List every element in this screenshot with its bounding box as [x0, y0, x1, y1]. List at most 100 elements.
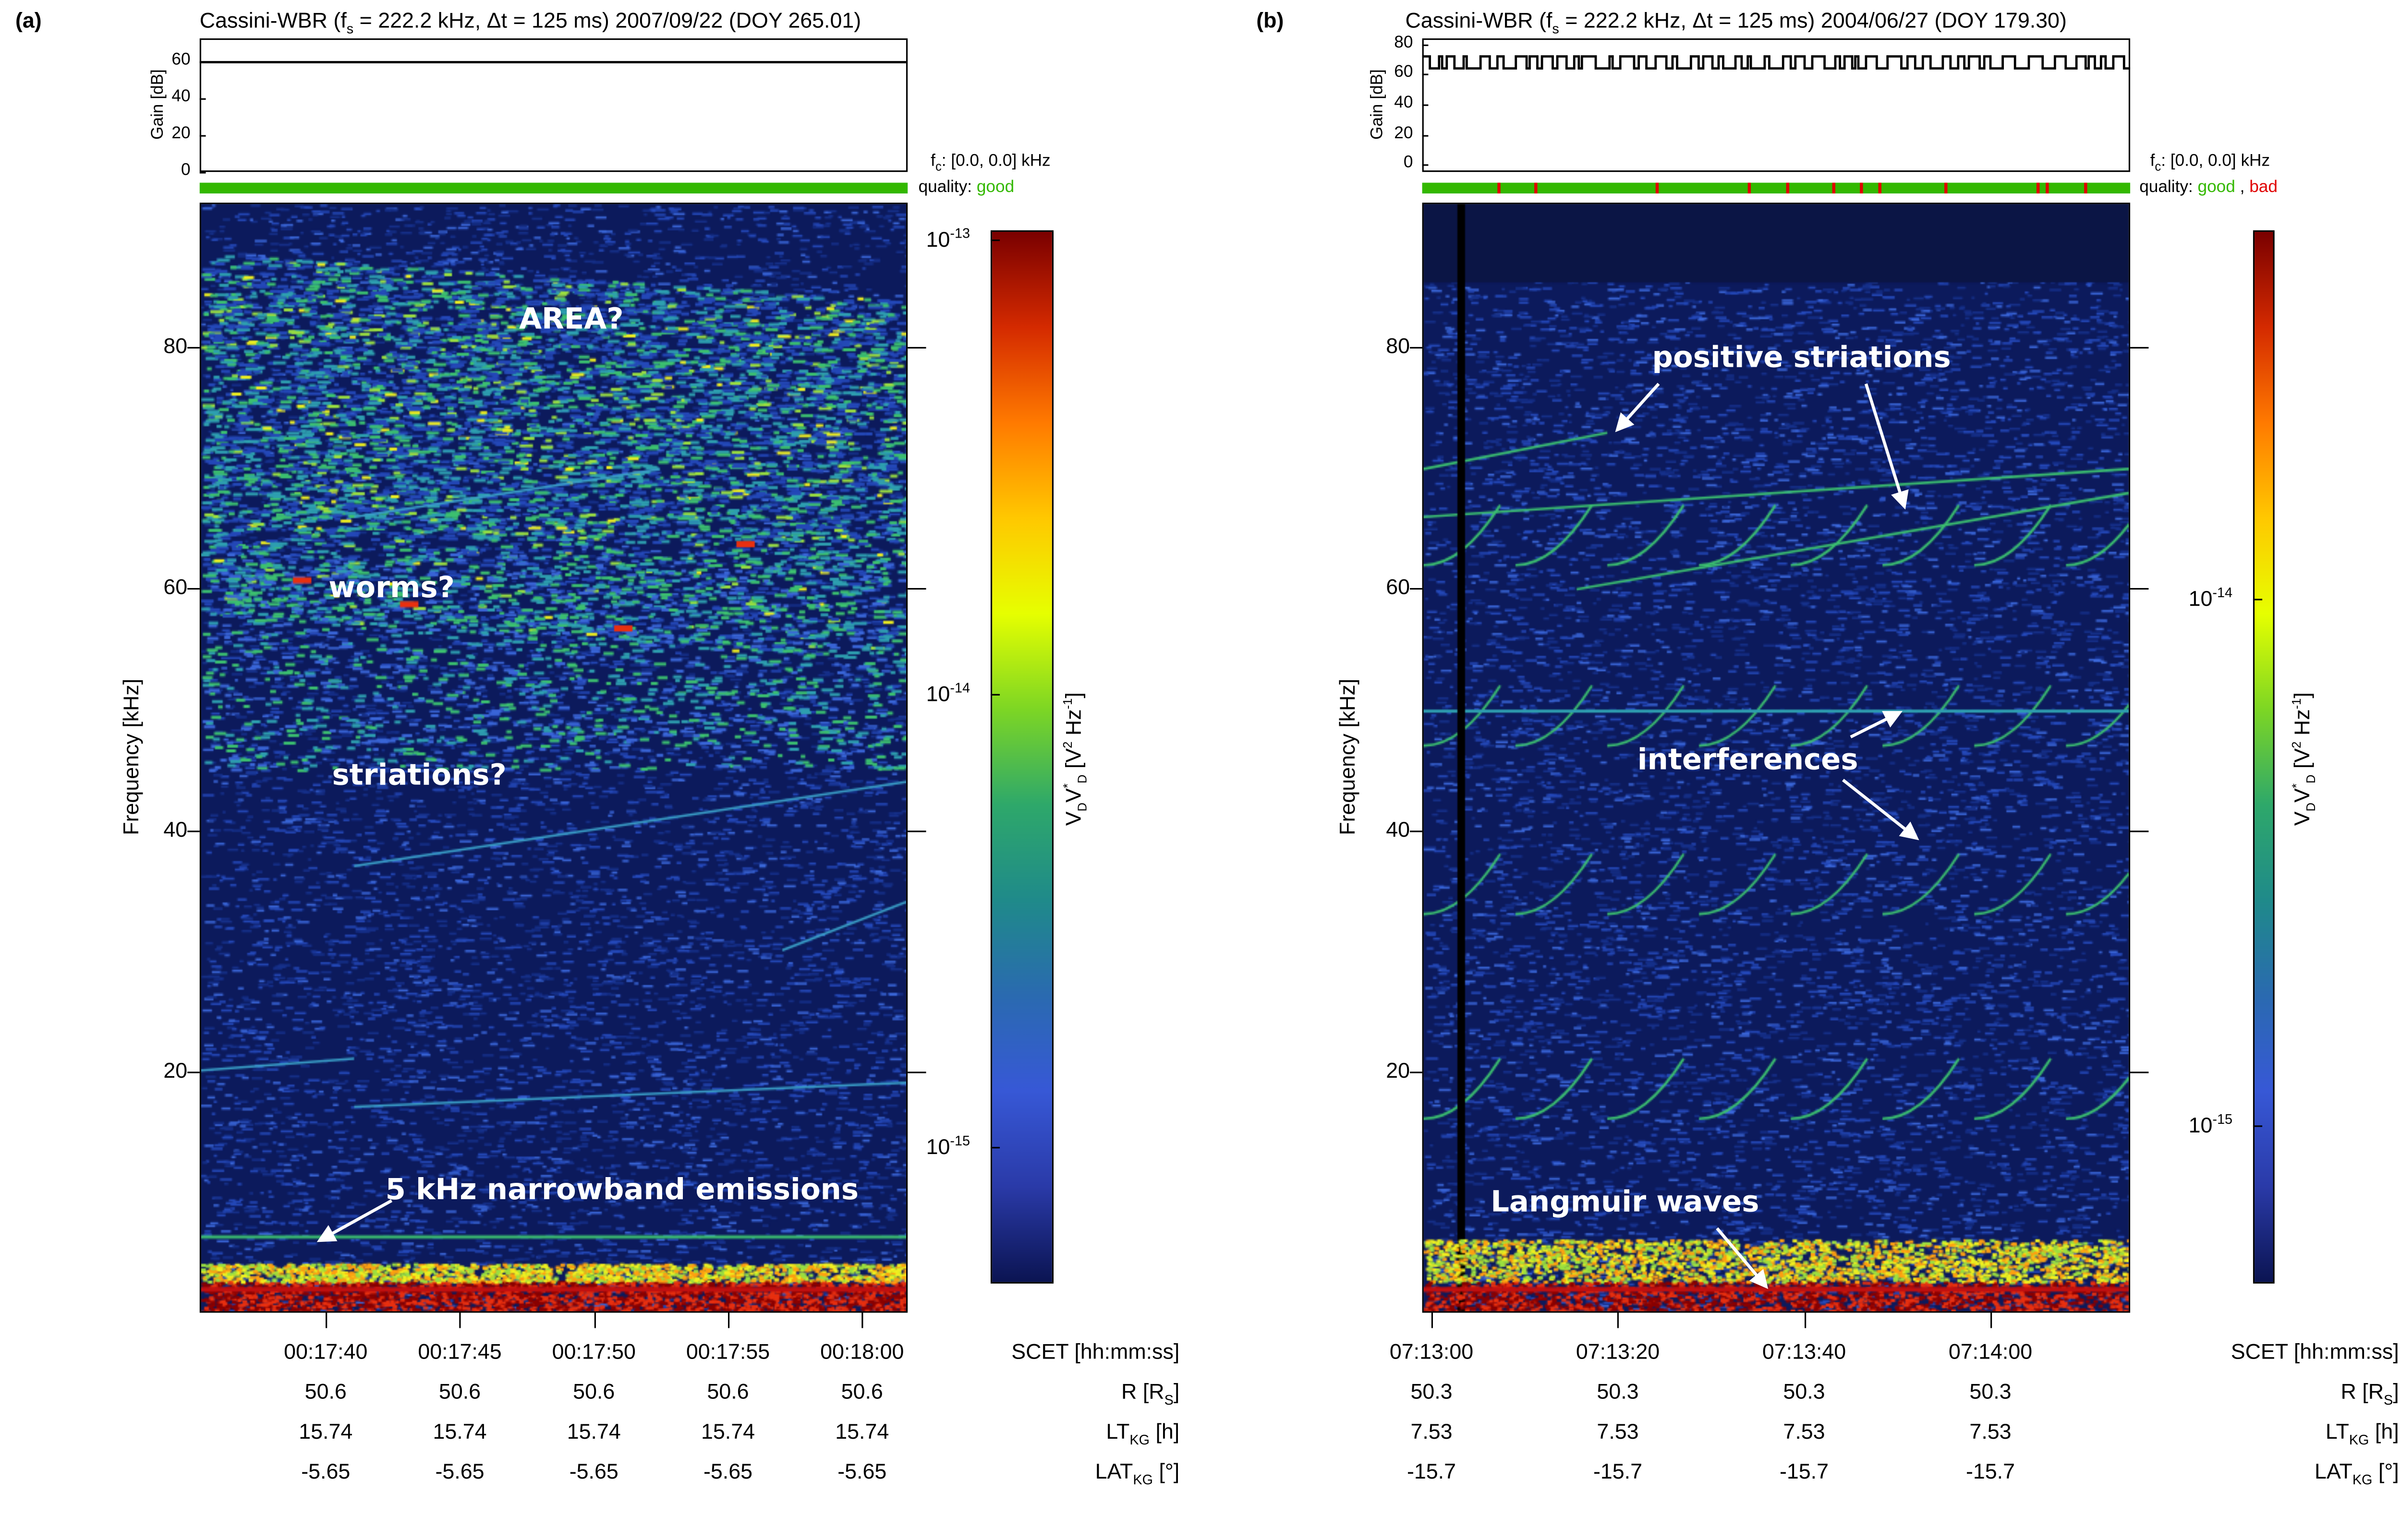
- quality-bad: bad: [2249, 178, 2278, 197]
- colorbar-tick-label: 10-13: [926, 226, 970, 251]
- row-value: 15.74: [835, 1419, 889, 1444]
- gain-plot: [199, 38, 908, 172]
- tick-base: 10: [926, 226, 950, 252]
- arrow-langmuir: [1716, 1227, 1769, 1289]
- time-tick-label: 07:13:20: [1576, 1338, 1660, 1364]
- quality-bad-mark: [1943, 182, 1947, 193]
- tick-exponent: -15: [950, 1133, 970, 1149]
- tick-exponent: -15: [2212, 1111, 2233, 1127]
- frequency-tick-label: 80: [163, 333, 188, 359]
- gain-tick-label: 40: [1394, 94, 1413, 112]
- gain-line: [1422, 55, 2131, 70]
- title-text: Cassini-WBR (f: [1405, 7, 1552, 33]
- frequency-tick-mark: [1410, 830, 1422, 832]
- fc-sub: c: [2155, 160, 2161, 174]
- frequency-tick-label: 40: [163, 816, 188, 841]
- quality-bad-mark: [2083, 182, 2087, 193]
- time-tick-label: 07:14:00: [1948, 1338, 2033, 1364]
- row-value: -15.7: [1965, 1458, 2015, 1483]
- quality-label: quality:: [918, 178, 972, 197]
- row-label-tail: [°]: [2372, 1458, 2399, 1483]
- row-label-text: R [R: [2340, 1379, 2384, 1404]
- quality-bad-mark: [2037, 182, 2040, 193]
- colorbar-tick-mark: [990, 239, 1000, 241]
- time-tick-mark: [1990, 1312, 1992, 1328]
- quality-bad-mark: [2046, 182, 2049, 193]
- colorbar-tick-mark: [990, 1147, 1000, 1149]
- row-label-tail: [h]: [1150, 1419, 1180, 1444]
- gain-tick-mark: [199, 135, 206, 137]
- gain-tick-label: 60: [1394, 63, 1413, 82]
- row-label-text: LAT: [1095, 1458, 1133, 1483]
- row-label-text: LAT: [2315, 1458, 2352, 1483]
- gain-tick-label: 40: [171, 88, 191, 107]
- row-label-sub: S: [1164, 1392, 1174, 1408]
- time-tick-label: 00:18:00: [820, 1338, 904, 1364]
- row-value: 7.53: [1783, 1419, 1825, 1444]
- arrow-narrowband: [316, 1199, 393, 1242]
- row-label-tail: ]: [2393, 1379, 2399, 1404]
- fc-text: f: [931, 152, 935, 171]
- time-tick-mark: [460, 1312, 461, 1328]
- colorbar: [990, 230, 1054, 1284]
- fc-label: fc: [0.0, 0.0] kHz: [2150, 152, 2270, 174]
- gain-tick-mark: [1422, 134, 1429, 136]
- colorbar-tick-mark: [990, 693, 1000, 695]
- tick-exponent: -14: [2212, 585, 2233, 601]
- quality-legend: quality: good , bad: [2139, 178, 2278, 196]
- row-label-sub: KG: [2349, 1432, 2369, 1448]
- gain-series: [1422, 55, 2131, 70]
- time-tick-label: 00:17:55: [686, 1338, 770, 1364]
- gain-tick-label: 20: [1394, 123, 1413, 142]
- gain-plot: [1422, 38, 2131, 172]
- quality-legend: quality: good: [919, 178, 1015, 196]
- time-tick-label: 07:13:00: [1389, 1338, 1474, 1364]
- row-label: LTKG [h]: [934, 1419, 1180, 1448]
- fc-label: fc: [0.0, 0.0] kHz: [931, 152, 1050, 174]
- row-value: -5.65: [703, 1458, 753, 1483]
- row-value: 7.53: [1597, 1419, 1639, 1444]
- row-label-sub: KG: [1129, 1432, 1150, 1448]
- colorbar: [2253, 230, 2275, 1284]
- quality-bar: [199, 182, 908, 193]
- spectrogram: [1422, 203, 2131, 1313]
- gain-tick-label: 20: [171, 124, 191, 143]
- fc-sub: c: [935, 160, 942, 174]
- title-rest: = 222.2 kHz, Δt = 125 ms) 2004/06/27 (DO…: [1559, 7, 2067, 33]
- quality-bad-mark: [1879, 182, 1882, 193]
- quality-good: good: [976, 178, 1015, 197]
- annotation-worms: worms?: [328, 571, 455, 605]
- frequency-tick-mark: [187, 830, 200, 832]
- title-sub: s: [1552, 21, 1559, 37]
- row-value: 15.74: [567, 1419, 621, 1444]
- annotation-narrowband: 5 kHz narrowband emissions: [385, 1173, 859, 1207]
- quality-label: quality:: [2139, 178, 2193, 197]
- annotation-positive-striations: positive striations: [1652, 341, 1951, 375]
- time-tick-mark: [728, 1312, 730, 1328]
- gain-tick-label: 60: [171, 51, 191, 70]
- row-value: 50.3: [1783, 1379, 1825, 1404]
- frequency-tick-mark: [2130, 830, 2149, 832]
- gain-tick-mark: [1422, 44, 1429, 46]
- quality-bad-mark: [1496, 182, 1500, 193]
- gain-tick-label: 80: [1394, 34, 1413, 52]
- annotation-langmuir-waves: Langmuir waves: [1491, 1185, 1759, 1219]
- row-label: R [RS]: [2153, 1379, 2399, 1408]
- row-label: R [RS]: [934, 1379, 1179, 1408]
- row-label-sub: S: [2384, 1392, 2393, 1408]
- quality-sep: ,: [2240, 178, 2245, 197]
- frequency-tick-mark: [908, 1071, 926, 1073]
- quality-bar: [1422, 182, 2131, 193]
- row-value: -5.65: [301, 1458, 351, 1483]
- frequency-tick-label: 40: [1386, 816, 1410, 841]
- time-tick-mark: [1431, 1312, 1433, 1328]
- row-value: 7.53: [1969, 1419, 2012, 1444]
- quality-bad-mark: [1655, 182, 1659, 193]
- time-tick-label: 00:17:50: [552, 1338, 636, 1364]
- frequency-tick-mark: [2130, 589, 2149, 590]
- title-text: Cassini-WBR (f: [199, 7, 347, 33]
- frequency-tick-mark: [187, 589, 200, 590]
- time-tick-mark: [1618, 1312, 1620, 1328]
- panel-label: (b): [1256, 7, 1284, 33]
